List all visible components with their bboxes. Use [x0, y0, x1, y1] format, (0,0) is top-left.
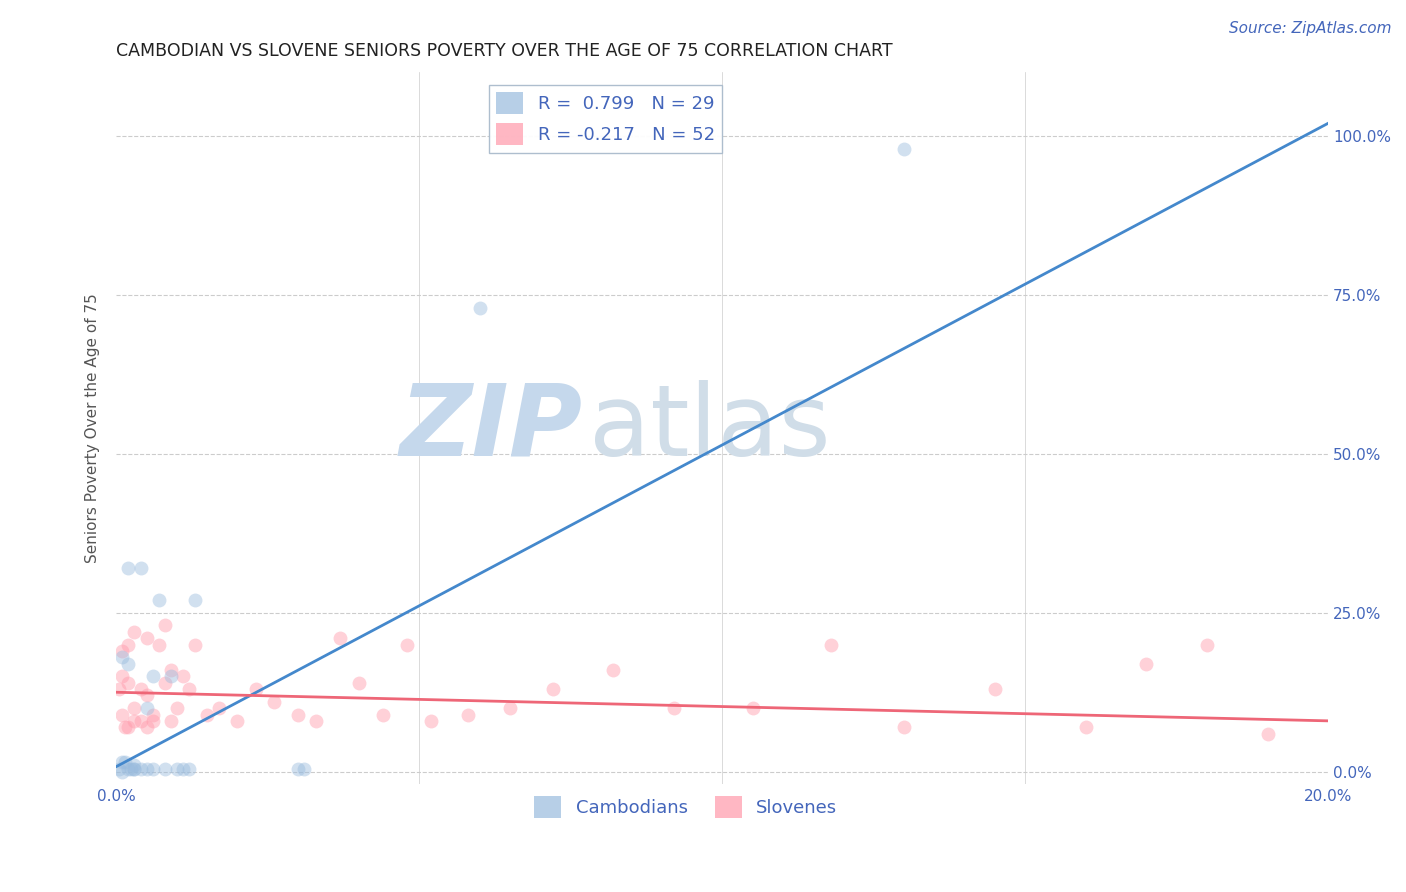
Point — [371, 707, 394, 722]
Point — [129, 561, 152, 575]
Point — [287, 762, 309, 776]
Point — [124, 758, 146, 772]
Point — [166, 762, 188, 776]
Point — [263, 695, 285, 709]
Point — [195, 707, 218, 722]
Point — [120, 762, 142, 776]
Point — [984, 682, 1007, 697]
Point — [111, 669, 134, 683]
Point — [111, 755, 134, 769]
Point — [741, 701, 763, 715]
Point — [135, 631, 157, 645]
Point — [114, 720, 136, 734]
Point — [287, 707, 309, 722]
Point — [142, 669, 165, 683]
Point — [347, 675, 370, 690]
Point — [159, 669, 181, 683]
Point — [457, 707, 479, 722]
Point — [129, 762, 152, 776]
Point — [292, 762, 315, 776]
Legend: Cambodians, Slovenes: Cambodians, Slovenes — [527, 789, 845, 825]
Point — [1257, 726, 1279, 740]
Y-axis label: Seniors Poverty Over the Age of 75: Seniors Poverty Over the Age of 75 — [86, 293, 100, 564]
Text: CAMBODIAN VS SLOVENE SENIORS POVERTY OVER THE AGE OF 75 CORRELATION CHART: CAMBODIAN VS SLOVENE SENIORS POVERTY OVE… — [117, 42, 893, 60]
Point — [153, 675, 176, 690]
Point — [166, 701, 188, 715]
Point — [159, 663, 181, 677]
Point — [124, 701, 146, 715]
Point — [177, 682, 200, 697]
Point — [396, 638, 419, 652]
Point — [117, 720, 139, 734]
Point — [541, 682, 564, 697]
Point — [124, 624, 146, 639]
Point — [1074, 720, 1097, 734]
Point — [124, 714, 146, 728]
Point — [111, 644, 134, 658]
Point — [148, 593, 170, 607]
Point — [893, 142, 915, 156]
Point — [117, 657, 139, 671]
Point — [135, 701, 157, 715]
Point — [135, 689, 157, 703]
Point — [184, 593, 207, 607]
Point — [159, 714, 181, 728]
Point — [172, 669, 194, 683]
Point — [129, 714, 152, 728]
Point — [184, 638, 207, 652]
Point — [148, 638, 170, 652]
Point — [117, 561, 139, 575]
Point — [662, 701, 685, 715]
Point — [329, 631, 352, 645]
Point — [111, 764, 134, 779]
Point — [135, 720, 157, 734]
Point — [111, 707, 134, 722]
Point — [114, 755, 136, 769]
Point — [468, 301, 491, 315]
Point — [1135, 657, 1157, 671]
Point — [499, 701, 522, 715]
Point — [172, 762, 194, 776]
Point — [111, 650, 134, 665]
Point — [420, 714, 443, 728]
Point — [117, 638, 139, 652]
Point — [108, 762, 131, 776]
Point — [142, 714, 165, 728]
Point — [124, 762, 146, 776]
Point — [124, 762, 146, 776]
Point — [108, 682, 131, 697]
Point — [245, 682, 267, 697]
Text: atlas: atlas — [589, 380, 831, 477]
Point — [129, 682, 152, 697]
Point — [893, 720, 915, 734]
Point — [117, 675, 139, 690]
Point — [142, 762, 165, 776]
Point — [226, 714, 249, 728]
Text: Source: ZipAtlas.com: Source: ZipAtlas.com — [1229, 21, 1392, 36]
Point — [117, 762, 139, 776]
Point — [602, 663, 624, 677]
Point — [153, 762, 176, 776]
Text: ZIP: ZIP — [399, 380, 583, 477]
Point — [208, 701, 231, 715]
Point — [820, 638, 842, 652]
Point — [305, 714, 328, 728]
Point — [177, 762, 200, 776]
Point — [142, 707, 165, 722]
Point — [1195, 638, 1218, 652]
Point — [153, 618, 176, 632]
Point — [135, 762, 157, 776]
